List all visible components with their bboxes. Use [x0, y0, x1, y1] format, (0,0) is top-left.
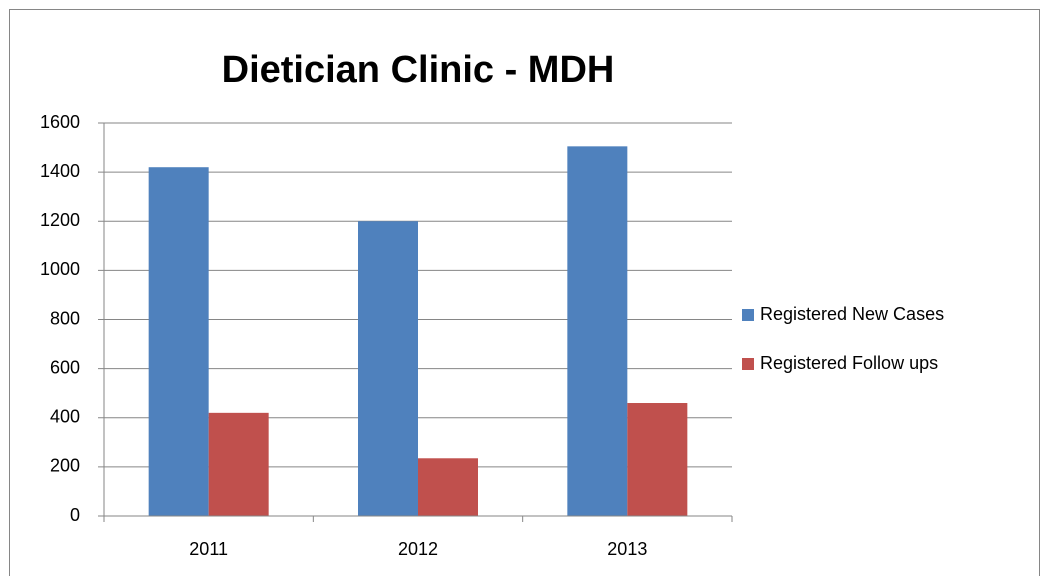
bar [208, 412, 269, 516]
y-tick-label: 1200 [40, 210, 80, 230]
y-tick-label: 400 [50, 407, 80, 427]
x-tick-label: 2013 [607, 539, 647, 559]
bar [627, 403, 688, 516]
y-tick-label: 200 [50, 456, 80, 476]
y-tick-label: 800 [50, 308, 80, 328]
legend-swatch [742, 309, 754, 321]
legend-swatch [742, 358, 754, 370]
y-tick-label: 1600 [40, 112, 80, 132]
bar [567, 146, 628, 516]
y-tick-label: 600 [50, 357, 80, 377]
y-tick-label: 0 [70, 505, 80, 525]
bar [358, 221, 418, 516]
legend-label: Registered New Cases [760, 304, 944, 324]
y-tick-label: 1400 [40, 161, 80, 181]
chart-title: Dietician Clinic - MDH [222, 49, 615, 91]
x-tick-label: 2011 [189, 539, 228, 559]
bar [418, 458, 478, 516]
y-tick-label: 1000 [40, 259, 80, 279]
bar [148, 167, 209, 516]
legend-label: Registered Follow ups [760, 353, 938, 373]
x-tick-label: 2012 [398, 539, 438, 559]
